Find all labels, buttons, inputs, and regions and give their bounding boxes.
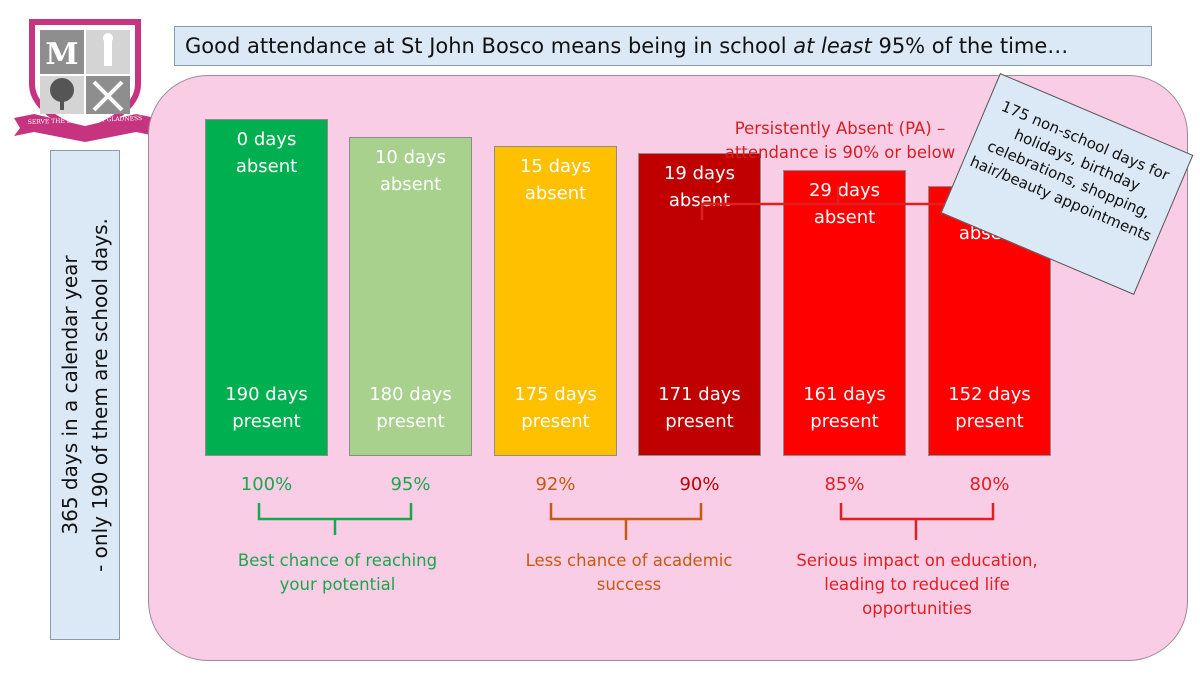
bar-100pct: 0 days absent 190 days present xyxy=(205,119,328,456)
percent-label: 100% xyxy=(240,474,293,495)
bar-present-label: 171 days present xyxy=(658,384,741,432)
title-text-emphasis: at least xyxy=(793,34,872,58)
page-title: Good attendance at St John Bosco means b… xyxy=(174,26,1152,66)
bar-85pct: 29 days absent 161 days present xyxy=(783,170,906,456)
bar-present-label: 161 days present xyxy=(803,384,886,432)
bar-absent-label: 29 days absent xyxy=(808,180,881,228)
bracket-serious-impact xyxy=(839,503,995,540)
bar-95pct: 10 days absent 180 days present xyxy=(349,137,472,456)
bracket-less-chance xyxy=(549,503,703,540)
bar-present-label: 152 days present xyxy=(948,384,1031,432)
percent-label: 85% xyxy=(824,474,865,495)
bracket-best-chance xyxy=(257,503,413,535)
bracket-persistent-absence xyxy=(700,186,978,220)
title-text-start: Good attendance at St John Bosco means b… xyxy=(185,34,794,58)
bar-absent-label: 0 days absent xyxy=(235,129,298,177)
group-label-best-chance: Best chance of reaching your potential xyxy=(237,551,438,594)
bar-present-label: 190 days present xyxy=(225,384,308,432)
group-label-serious-impact: Serious impact on education, leading to … xyxy=(796,551,1038,618)
group-label-less-chance: Less chance of academic success xyxy=(525,551,733,594)
school-crest-icon: M xyxy=(14,19,156,142)
bar-present-label: 175 days present xyxy=(514,384,597,432)
percent-label: 92% xyxy=(535,474,576,495)
persistent-absence-label: Persistently Absent (PA) – attendance is… xyxy=(724,119,956,162)
side-note-box: 365 days in a calendar year - only 190 o… xyxy=(50,150,120,640)
bar-present-label: 180 days present xyxy=(369,384,452,432)
percent-label: 90% xyxy=(679,474,720,495)
bar-absent-label: 19 days absent xyxy=(663,163,736,211)
bar-absent-label: 10 days absent xyxy=(374,147,447,195)
title-text-end: 95% of the time… xyxy=(871,34,1069,58)
bar-absent-label: 15 days absent xyxy=(519,156,592,204)
school-logo: M SERVE THE LORD WITH GLADNESS xyxy=(10,14,160,144)
svg-text:M: M xyxy=(45,37,78,72)
percent-label: 95% xyxy=(390,474,431,495)
bar-92pct: 15 days absent 175 days present xyxy=(494,146,617,456)
percent-label: 80% xyxy=(969,474,1010,495)
